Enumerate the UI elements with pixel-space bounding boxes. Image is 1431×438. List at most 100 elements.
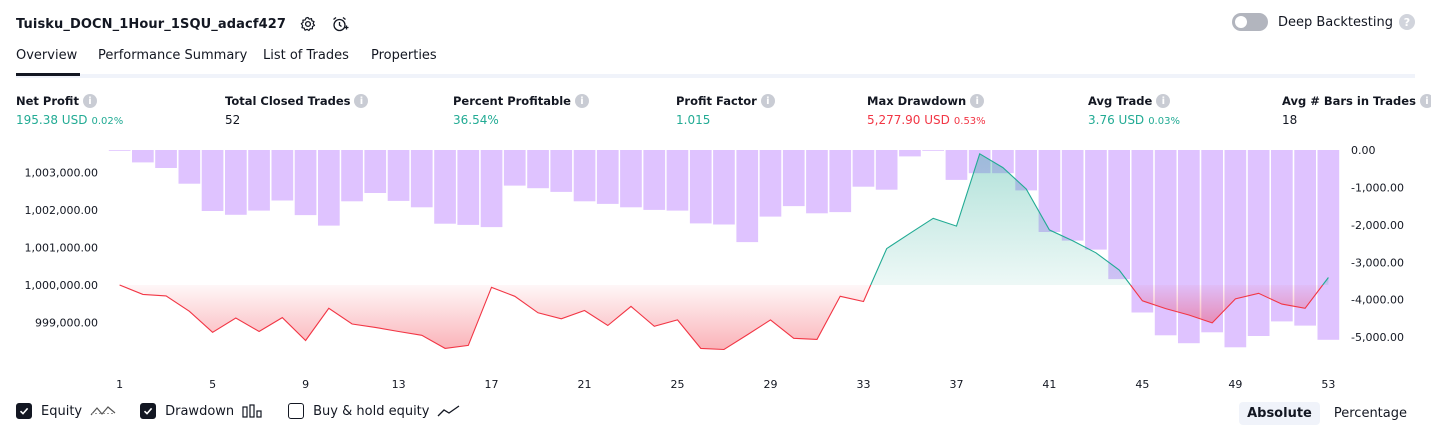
- drawdown-bar: [875, 150, 898, 190]
- metric-percent: 0.02%: [91, 116, 124, 127]
- x-axis-tick: 21: [578, 378, 592, 391]
- info-icon[interactable]: i: [970, 94, 985, 108]
- drawdown-bar: [713, 150, 735, 225]
- drawdown-bar: [1038, 150, 1061, 232]
- drawdown-bar: [689, 150, 712, 224]
- metric-avg-bars-in-trades: Avg # Bars in Trades i 18: [1282, 94, 1431, 127]
- drawdown-bar: [899, 150, 921, 157]
- legend-drawdown[interactable]: Drawdown: [140, 403, 264, 419]
- gear-icon[interactable]: [298, 14, 318, 34]
- right-axis-tick: -3,000.00: [1351, 256, 1404, 269]
- info-icon[interactable]: i: [1419, 94, 1431, 108]
- equity-line: [1130, 284, 1324, 324]
- alarm-plus-icon[interactable]: [330, 14, 350, 34]
- metric-label: Avg Trade: [1088, 94, 1153, 108]
- right-axis-tick: -4,000.00: [1351, 294, 1404, 307]
- percentage-button[interactable]: Percentage: [1333, 406, 1407, 421]
- x-axis-tick: 37: [950, 378, 964, 391]
- left-axis-tick: 1,002,000.00: [25, 204, 98, 217]
- drawdown-bar: [178, 150, 201, 184]
- tab-overview[interactable]: Overview: [16, 48, 81, 76]
- x-axis-tick: 33: [857, 378, 871, 391]
- checkbox-drawdown[interactable]: [140, 403, 157, 419]
- info-icon[interactable]: i: [354, 94, 369, 108]
- equity-drawdown-chart[interactable]: 1,003,000.00 1,002,000.00 1,001,000.00 1,00…: [0, 138, 1431, 398]
- drawdown-bar: [1247, 150, 1270, 336]
- x-axis-tick: 1: [116, 378, 123, 391]
- drawdown-bar: [318, 150, 340, 226]
- deep-backtesting-toggle[interactable]: [1231, 13, 1268, 31]
- tab-list-of-trades[interactable]: List of Trades: [263, 48, 349, 63]
- drawdown-bar: [852, 150, 875, 187]
- drawdown-bar: [225, 150, 247, 215]
- info-icon[interactable]: i: [574, 94, 589, 108]
- x-axis-tick: 25: [671, 378, 685, 391]
- metric-value: 5,277.90 USD: [867, 113, 950, 127]
- info-icon[interactable]: i: [82, 94, 97, 108]
- drawdown-bar: [1224, 150, 1247, 348]
- drawdown-bar: [410, 150, 433, 208]
- drawdown-bar: [1015, 150, 1037, 191]
- drawdown-bar: [1085, 150, 1107, 250]
- metric-total-closed-trades: Total Closed Trades i 52: [225, 94, 369, 127]
- metric-value: 36.54%: [453, 113, 499, 127]
- equity-loss-area: [1130, 285, 1323, 323]
- drawdown-bar: [736, 150, 759, 243]
- metric-value: 1.015: [676, 113, 711, 127]
- tab-properties[interactable]: Properties: [371, 48, 437, 63]
- view-mode-switch: Absolute Percentage: [1233, 402, 1415, 425]
- drawdown-bar: [922, 150, 944, 151]
- right-axis-tick: -1,000.00: [1351, 181, 1404, 194]
- legend-buy-hold[interactable]: Buy & hold equity: [288, 403, 461, 419]
- metric-label: Percent Profitable: [453, 94, 571, 108]
- metric-value: 52: [225, 113, 241, 127]
- metric-label: Avg # Bars in Trades: [1282, 94, 1416, 108]
- buy-hold-line-icon: [437, 404, 461, 418]
- checkbox-equity[interactable]: [16, 403, 32, 419]
- drawdown-bar: [1317, 150, 1340, 340]
- drawdown-bar: [155, 150, 177, 168]
- drawdown-bar: [341, 150, 363, 202]
- checkbox-buy-hold[interactable]: [288, 403, 305, 419]
- drawdown-bar: [271, 150, 294, 201]
- legend-label: Buy & hold equity: [313, 403, 430, 419]
- x-axis-tick: 9: [302, 378, 309, 391]
- info-icon[interactable]: i: [760, 94, 775, 108]
- left-axis-tick: 1,000,000.00: [25, 279, 98, 292]
- metric-label: Profit Factor: [676, 94, 757, 108]
- x-axis-tick: 29: [764, 378, 778, 391]
- drawdown-bar: [480, 150, 503, 228]
- absolute-button[interactable]: Absolute: [1239, 402, 1320, 425]
- drawdown-bar: [387, 150, 410, 201]
- drawdown-bar: [1294, 150, 1316, 326]
- right-axis-tick: -2,000.00: [1351, 219, 1404, 232]
- drawdown-bar: [108, 150, 131, 151]
- metric-percent-profitable: Percent Profitable i 36.54%: [453, 94, 589, 127]
- legend-label: Drawdown: [165, 403, 235, 419]
- drawdown-bar: [620, 150, 642, 208]
- legend-equity[interactable]: Equity: [16, 403, 116, 419]
- tab-performance-summary[interactable]: Performance Summary: [98, 48, 248, 63]
- x-axis-tick: 17: [485, 378, 499, 391]
- left-axis-tick: 1,003,000.00: [25, 167, 98, 180]
- deep-backtesting-label: Deep Backtesting: [1277, 14, 1393, 30]
- strategy-title: Tuisku_DOCN_1Hour_1SQU_adacf427: [16, 16, 287, 32]
- metric-label: Max Drawdown: [867, 94, 967, 108]
- drawdown-bar: [503, 150, 526, 186]
- metric-value: 18: [1282, 113, 1298, 127]
- help-icon[interactable]: ?: [1399, 14, 1415, 30]
- drawdown-bar: [1061, 150, 1084, 241]
- drawdown-bar: [1271, 150, 1293, 322]
- info-icon[interactable]: i: [1156, 94, 1171, 108]
- equity-line-icon: [90, 404, 116, 418]
- drawdown-bar: [782, 150, 805, 207]
- drawdown-bar: [643, 150, 666, 210]
- drawdown-bar: [294, 150, 317, 216]
- x-axis-tick: 41: [1042, 378, 1056, 391]
- equity-loss-area: [119, 285, 871, 350]
- drawdown-bar: [759, 150, 782, 217]
- left-axis-tick: 999,000.00: [35, 317, 98, 330]
- right-axis-tick: 0.00: [1351, 144, 1376, 157]
- chart-legend: Equity Drawdown Buy & hold equity: [16, 403, 485, 419]
- drawdown-bar: [573, 150, 596, 202]
